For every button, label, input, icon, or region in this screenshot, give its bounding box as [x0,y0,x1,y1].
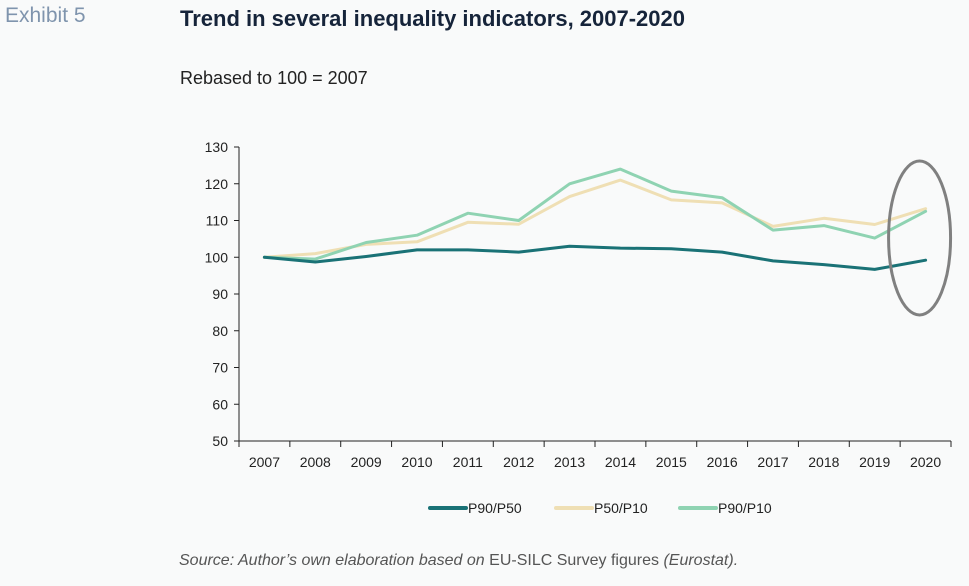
source-text-4: . [733,552,739,569]
series-line-p50-p10 [262,178,928,259]
chart-title: Trend in several inequality indicators, … [180,6,686,31]
y-tick-label: 100 [205,249,229,265]
series-line-p90-p50 [262,244,928,271]
legend-label-p90-p50: P90/P50 [468,500,522,516]
y-tick-label: 70 [212,360,228,376]
x-tick-label: 2016 [707,454,738,470]
chart-subtitle: Rebased to 100 = 2007 [180,68,368,88]
x-tick-label: 2018 [808,454,839,470]
x-tick-label: 2013 [554,454,585,470]
legend-label-p90-p10: P90/P10 [718,500,772,516]
x-tick-label: 2017 [757,454,788,470]
x-tick-label: 2012 [503,454,534,470]
y-tick-label: 80 [212,323,228,339]
x-tick-label: 2009 [351,454,382,470]
series-line-p90-p10 [262,167,928,261]
source-text-1: Source: Author’s own elaboration based o… [179,552,485,569]
x-tick-label: 2007 [249,454,280,470]
source-note: Source: Author’s own elaboration based o… [179,552,738,570]
exhibit-label: Exhibit 5 [5,4,86,27]
x-tick-label: 2008 [300,454,331,470]
y-tick-label: 60 [212,396,228,412]
x-tick-label: 2015 [656,454,687,470]
source-text-3: (Eurostat) [663,552,734,569]
x-tick-label: 2014 [605,454,636,470]
x-tick-label: 2010 [401,454,432,470]
source-text-2: EU-SILC Survey figures [489,552,659,569]
highlight-ellipse [887,159,953,317]
y-tick-label: 130 [205,139,229,155]
y-tick-label: 110 [206,213,229,229]
x-tick-label: 2019 [859,454,890,470]
y-tick-label: 120 [205,176,229,192]
y-tick-label: 50 [212,433,228,449]
x-tick-label: 2020 [910,454,941,470]
y-tick-label: 90 [212,286,228,302]
legend-label-p50-p10: P50/P10 [594,500,648,516]
x-tick-label: 2011 [453,454,483,470]
